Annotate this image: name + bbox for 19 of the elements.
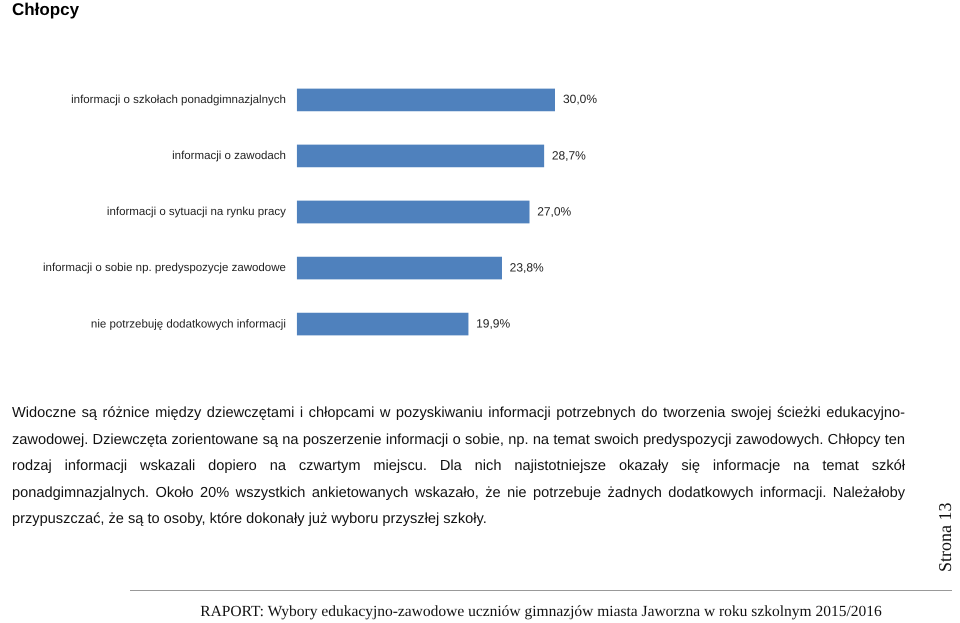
- bar: [296, 144, 544, 168]
- y-tick-label: informacji o sobie np. predyspozycje zawodowe: [43, 262, 286, 274]
- y-tick-label: informacji o szkołach ponadgimnazjalnych: [71, 94, 286, 106]
- text: RAPORT: Wybory edukacyjno-zawodowe uczniów gimnazjów miasta Jaworzna w roku szkolnym 2015/2016: [130, 590, 952, 621]
- data-label: 27,0%: [537, 204, 572, 218]
- bar: [296, 312, 468, 336]
- bar: [296, 256, 502, 280]
- y-tick-label: informacji o sytuacji na rynku pracy: [106, 206, 286, 218]
- data-label: 23,8%: [510, 260, 544, 274]
- bar: [296, 200, 530, 224]
- text: Chłopcy: [12, 0, 80, 20]
- text: Strona 13: [935, 502, 956, 572]
- data-label: 30,0%: [563, 92, 598, 106]
- y-tick-label: informacji o zawodach: [172, 150, 286, 162]
- data-label: 28,7%: [552, 148, 586, 162]
- data-label: 19,9%: [476, 316, 510, 330]
- text: Widoczne są różnice między dziewczętami i chłopcami w pozyskiwaniu informacji potrzebnych do tworzenia swojej ścieżki edukacyjno-zawodowej. Dziewczęta zorientowane są na poszerzenie informacji o sobie, np. na temat swoich predyspozycji zawodowych. Chłopcy ten rodzaj informacji wskazali dopiero na czwartym miejscu. Dla nich najistotniejsze okazały się informacje na temat szkół ponadgimnazjalnych. Około 20% wszystkich ankietowanych wskazało, że nie potrzebuje żadnych dodatkowych informacji. Należałoby przypuszczać, że są to osoby, które dokonały już wyboru przyszłej szkoły.: [12, 404, 905, 529]
- y-tick-label: nie potrzebuję dodatkowych informacji: [90, 318, 286, 330]
- bar: [296, 88, 555, 112]
